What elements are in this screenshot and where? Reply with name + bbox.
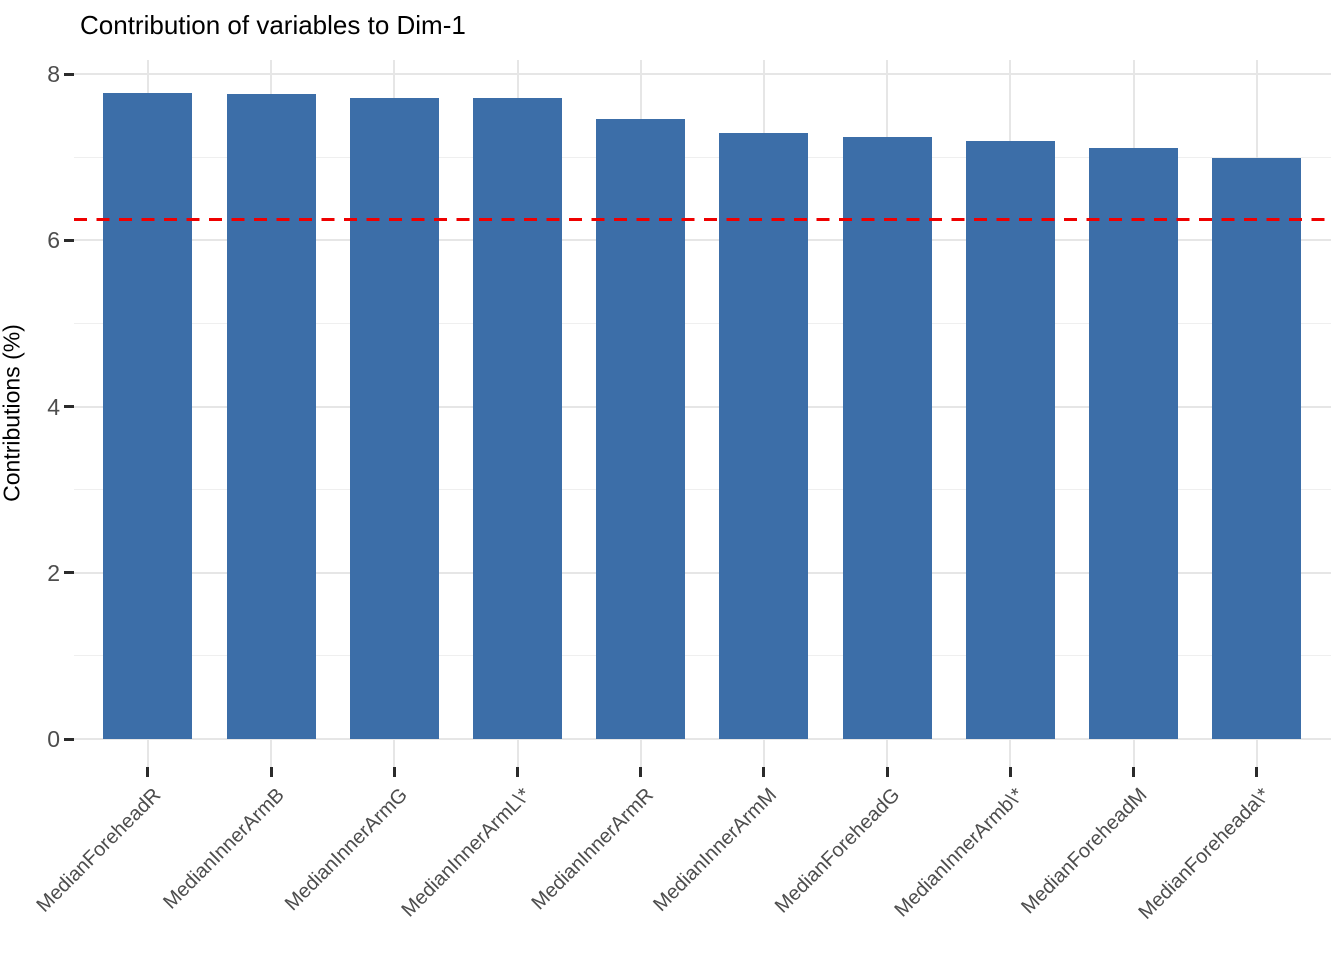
reference-line <box>74 218 1331 222</box>
chart-title: Contribution of variables to Dim-1 <box>80 10 466 40</box>
x-axis-tick <box>885 767 889 777</box>
bar <box>596 119 686 739</box>
x-axis-tick <box>392 767 396 777</box>
gridline-major-y <box>74 571 1331 574</box>
bar <box>842 137 932 739</box>
bar <box>1089 148 1179 739</box>
plot-panel <box>74 60 1331 767</box>
gridline-minor-y <box>74 156 1331 158</box>
gridline-minor-y <box>74 489 1331 491</box>
gridline-major-y <box>74 239 1331 242</box>
x-tick-label: MedianInnerArmL\* <box>397 784 536 922</box>
gridline-major-y <box>74 73 1331 76</box>
x-tick-label: MedianInnerArmG <box>280 784 412 916</box>
y-axis-tick <box>64 571 74 575</box>
gridline-major-y <box>74 738 1331 740</box>
x-tick-label: MedianInnerArmb\* <box>890 784 1028 922</box>
x-tick-label: MedianForeheadM <box>1016 784 1152 919</box>
bar <box>965 140 1055 739</box>
bar <box>719 133 809 739</box>
y-tick-label: 6 <box>47 227 60 254</box>
gridline-major-y <box>74 405 1331 408</box>
x-axis-tick <box>1132 767 1136 777</box>
bar <box>1212 158 1302 739</box>
x-tick-label: MedianInnerArmM <box>649 784 782 916</box>
y-axis-tick <box>64 405 74 409</box>
y-tick-label: 4 <box>47 393 60 420</box>
y-tick-label: 8 <box>47 61 60 88</box>
bar <box>473 98 563 739</box>
x-tick-label: MedianForeheadG <box>771 784 905 918</box>
x-axis-tick <box>516 767 520 777</box>
x-axis-tick <box>1255 767 1259 777</box>
x-axis-tick <box>762 767 766 777</box>
x-axis-tick <box>1008 767 1012 777</box>
y-axis-tick <box>64 238 74 242</box>
x-axis-tick <box>269 767 273 777</box>
gridline-minor-y <box>74 323 1331 324</box>
x-axis-tick <box>639 767 643 777</box>
bar <box>226 94 316 739</box>
bar <box>349 98 439 739</box>
y-axis-tick <box>64 72 74 76</box>
y-tick-label: 2 <box>47 559 60 586</box>
x-tick-label: MedianForeheada\* <box>1134 784 1275 924</box>
y-tick-label: 0 <box>47 726 60 752</box>
x-axis-tick <box>146 767 150 777</box>
y-axis-tick <box>64 737 74 741</box>
bar <box>103 93 193 739</box>
x-tick-label: MedianInnerArmB <box>159 784 289 914</box>
gridline-minor-y <box>74 655 1331 657</box>
x-tick-label: MedianInnerArmR <box>527 784 659 915</box>
x-tick-label: MedianForeheadR <box>32 784 166 917</box>
